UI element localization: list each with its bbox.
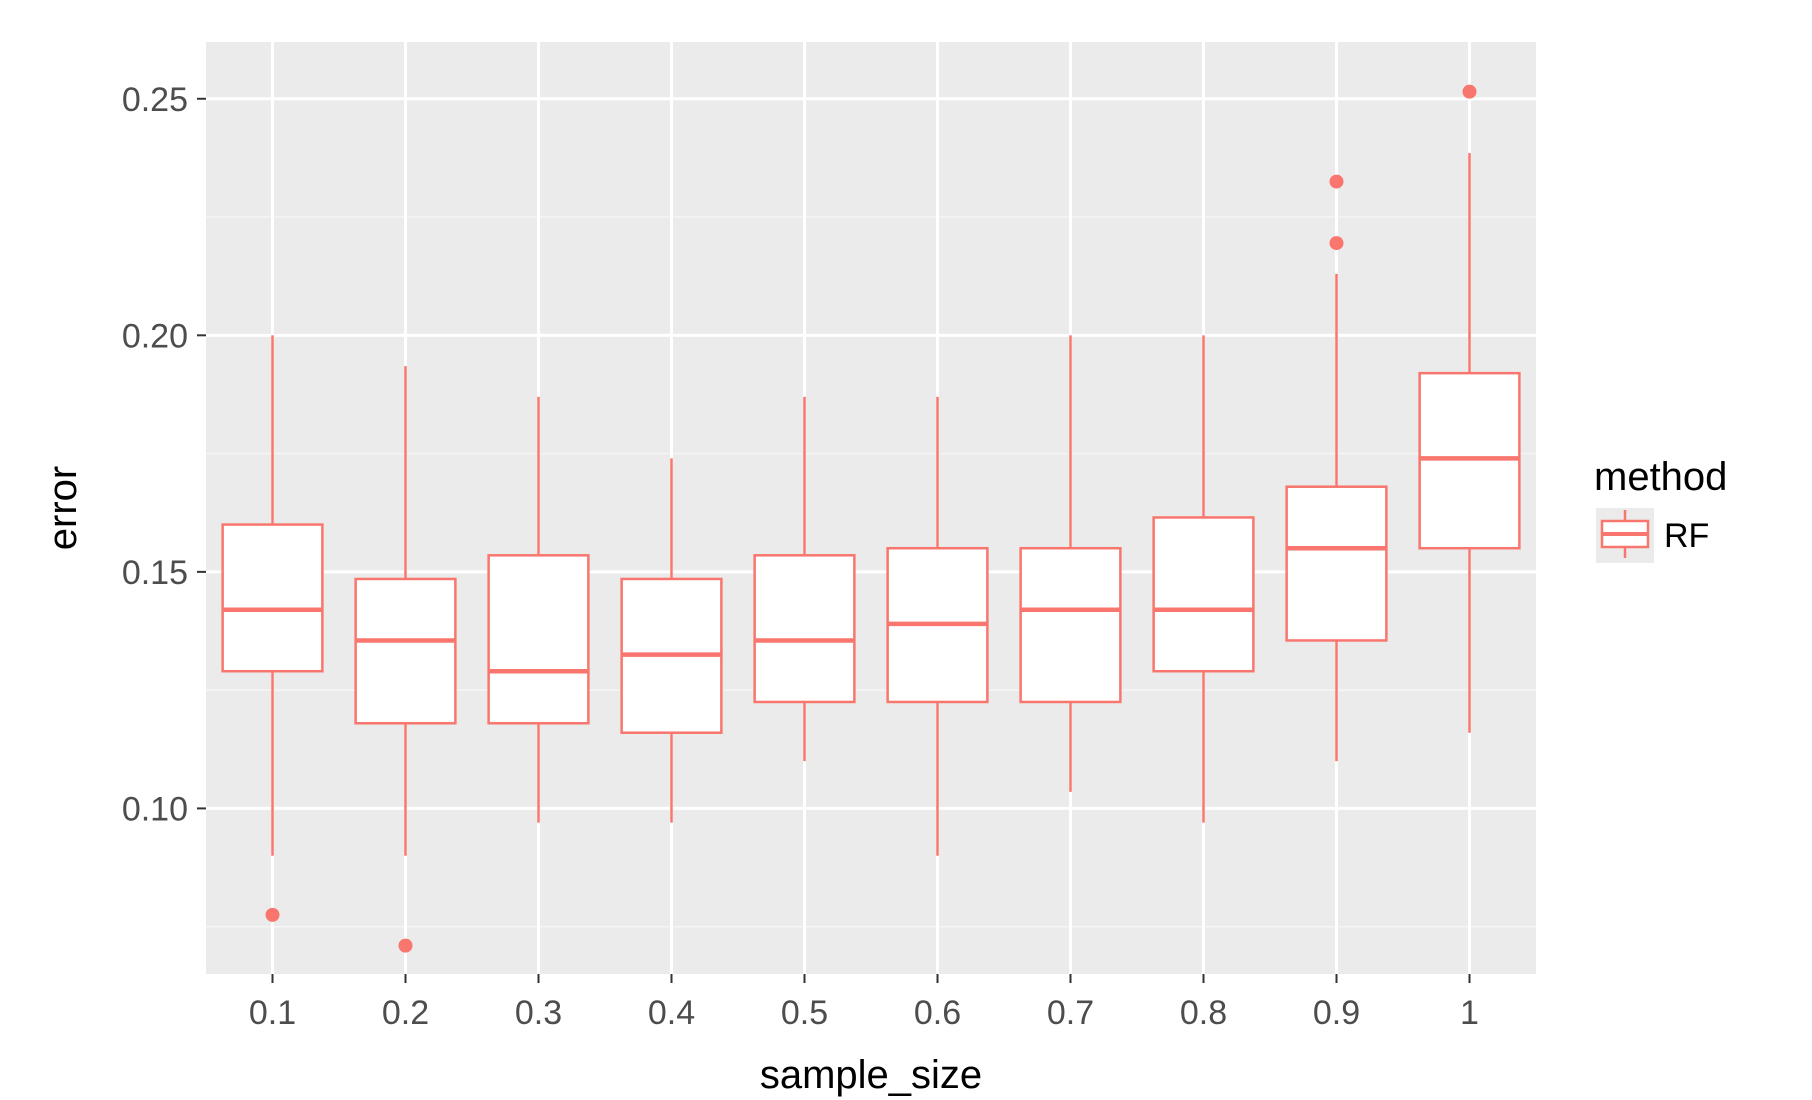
box-iqr	[221, 523, 324, 673]
legend-label-rf: RF	[1664, 517, 1709, 555]
box-iqr	[1019, 546, 1122, 704]
box-group	[1285, 174, 1388, 762]
box-group	[1152, 335, 1255, 823]
x-tick-label: 0.7	[1047, 994, 1094, 1032]
y-tick-label: 0.15	[122, 554, 188, 592]
box-group	[620, 458, 723, 823]
outlier-point	[1329, 174, 1344, 189]
legend: method RF	[1594, 455, 1727, 563]
box-iqr	[1152, 516, 1255, 673]
y-tick-label: 0.25	[122, 81, 188, 119]
legend-title: method	[1594, 455, 1727, 499]
x-tick-label: 0.8	[1180, 994, 1227, 1032]
box-iqr	[753, 554, 856, 704]
box-group	[886, 396, 989, 856]
x-tick-label: 0.9	[1313, 994, 1360, 1032]
outlier-point	[265, 907, 280, 922]
outlier-point	[398, 938, 413, 953]
x-tick-label: 0.6	[914, 994, 961, 1032]
x-tick-label: 0.2	[382, 994, 429, 1032]
x-tick-label: 1	[1460, 994, 1479, 1032]
box-group	[487, 396, 590, 823]
outlier-point	[1329, 236, 1344, 251]
x-tick-label: 0.5	[781, 994, 828, 1032]
outlier-point	[1462, 84, 1477, 99]
y-tick-label: 0.20	[122, 317, 188, 355]
x-tick-label: 0.1	[249, 994, 296, 1032]
x-tick-label: 0.4	[648, 994, 695, 1032]
box-layer	[221, 84, 1521, 953]
box-iqr	[1285, 485, 1388, 642]
axis-layer: 0.10 0.15 0.20 0.25 0.1 0.2 0.3 0.4 0.5 0.6 0.7 0.8…	[122, 81, 1479, 1032]
x-axis-title: sample_size	[760, 1053, 982, 1097]
box-iqr	[1418, 371, 1521, 550]
y-tick-label: 0.10	[122, 790, 188, 828]
box-group	[354, 366, 457, 953]
box-group	[1418, 84, 1521, 733]
y-axis-title: error	[41, 466, 85, 550]
x-tick-label: 0.3	[515, 994, 562, 1032]
box-iqr	[354, 577, 457, 725]
box-iqr	[487, 554, 590, 725]
box-group	[221, 335, 324, 922]
box-group	[1019, 335, 1122, 792]
box-group	[753, 396, 856, 762]
